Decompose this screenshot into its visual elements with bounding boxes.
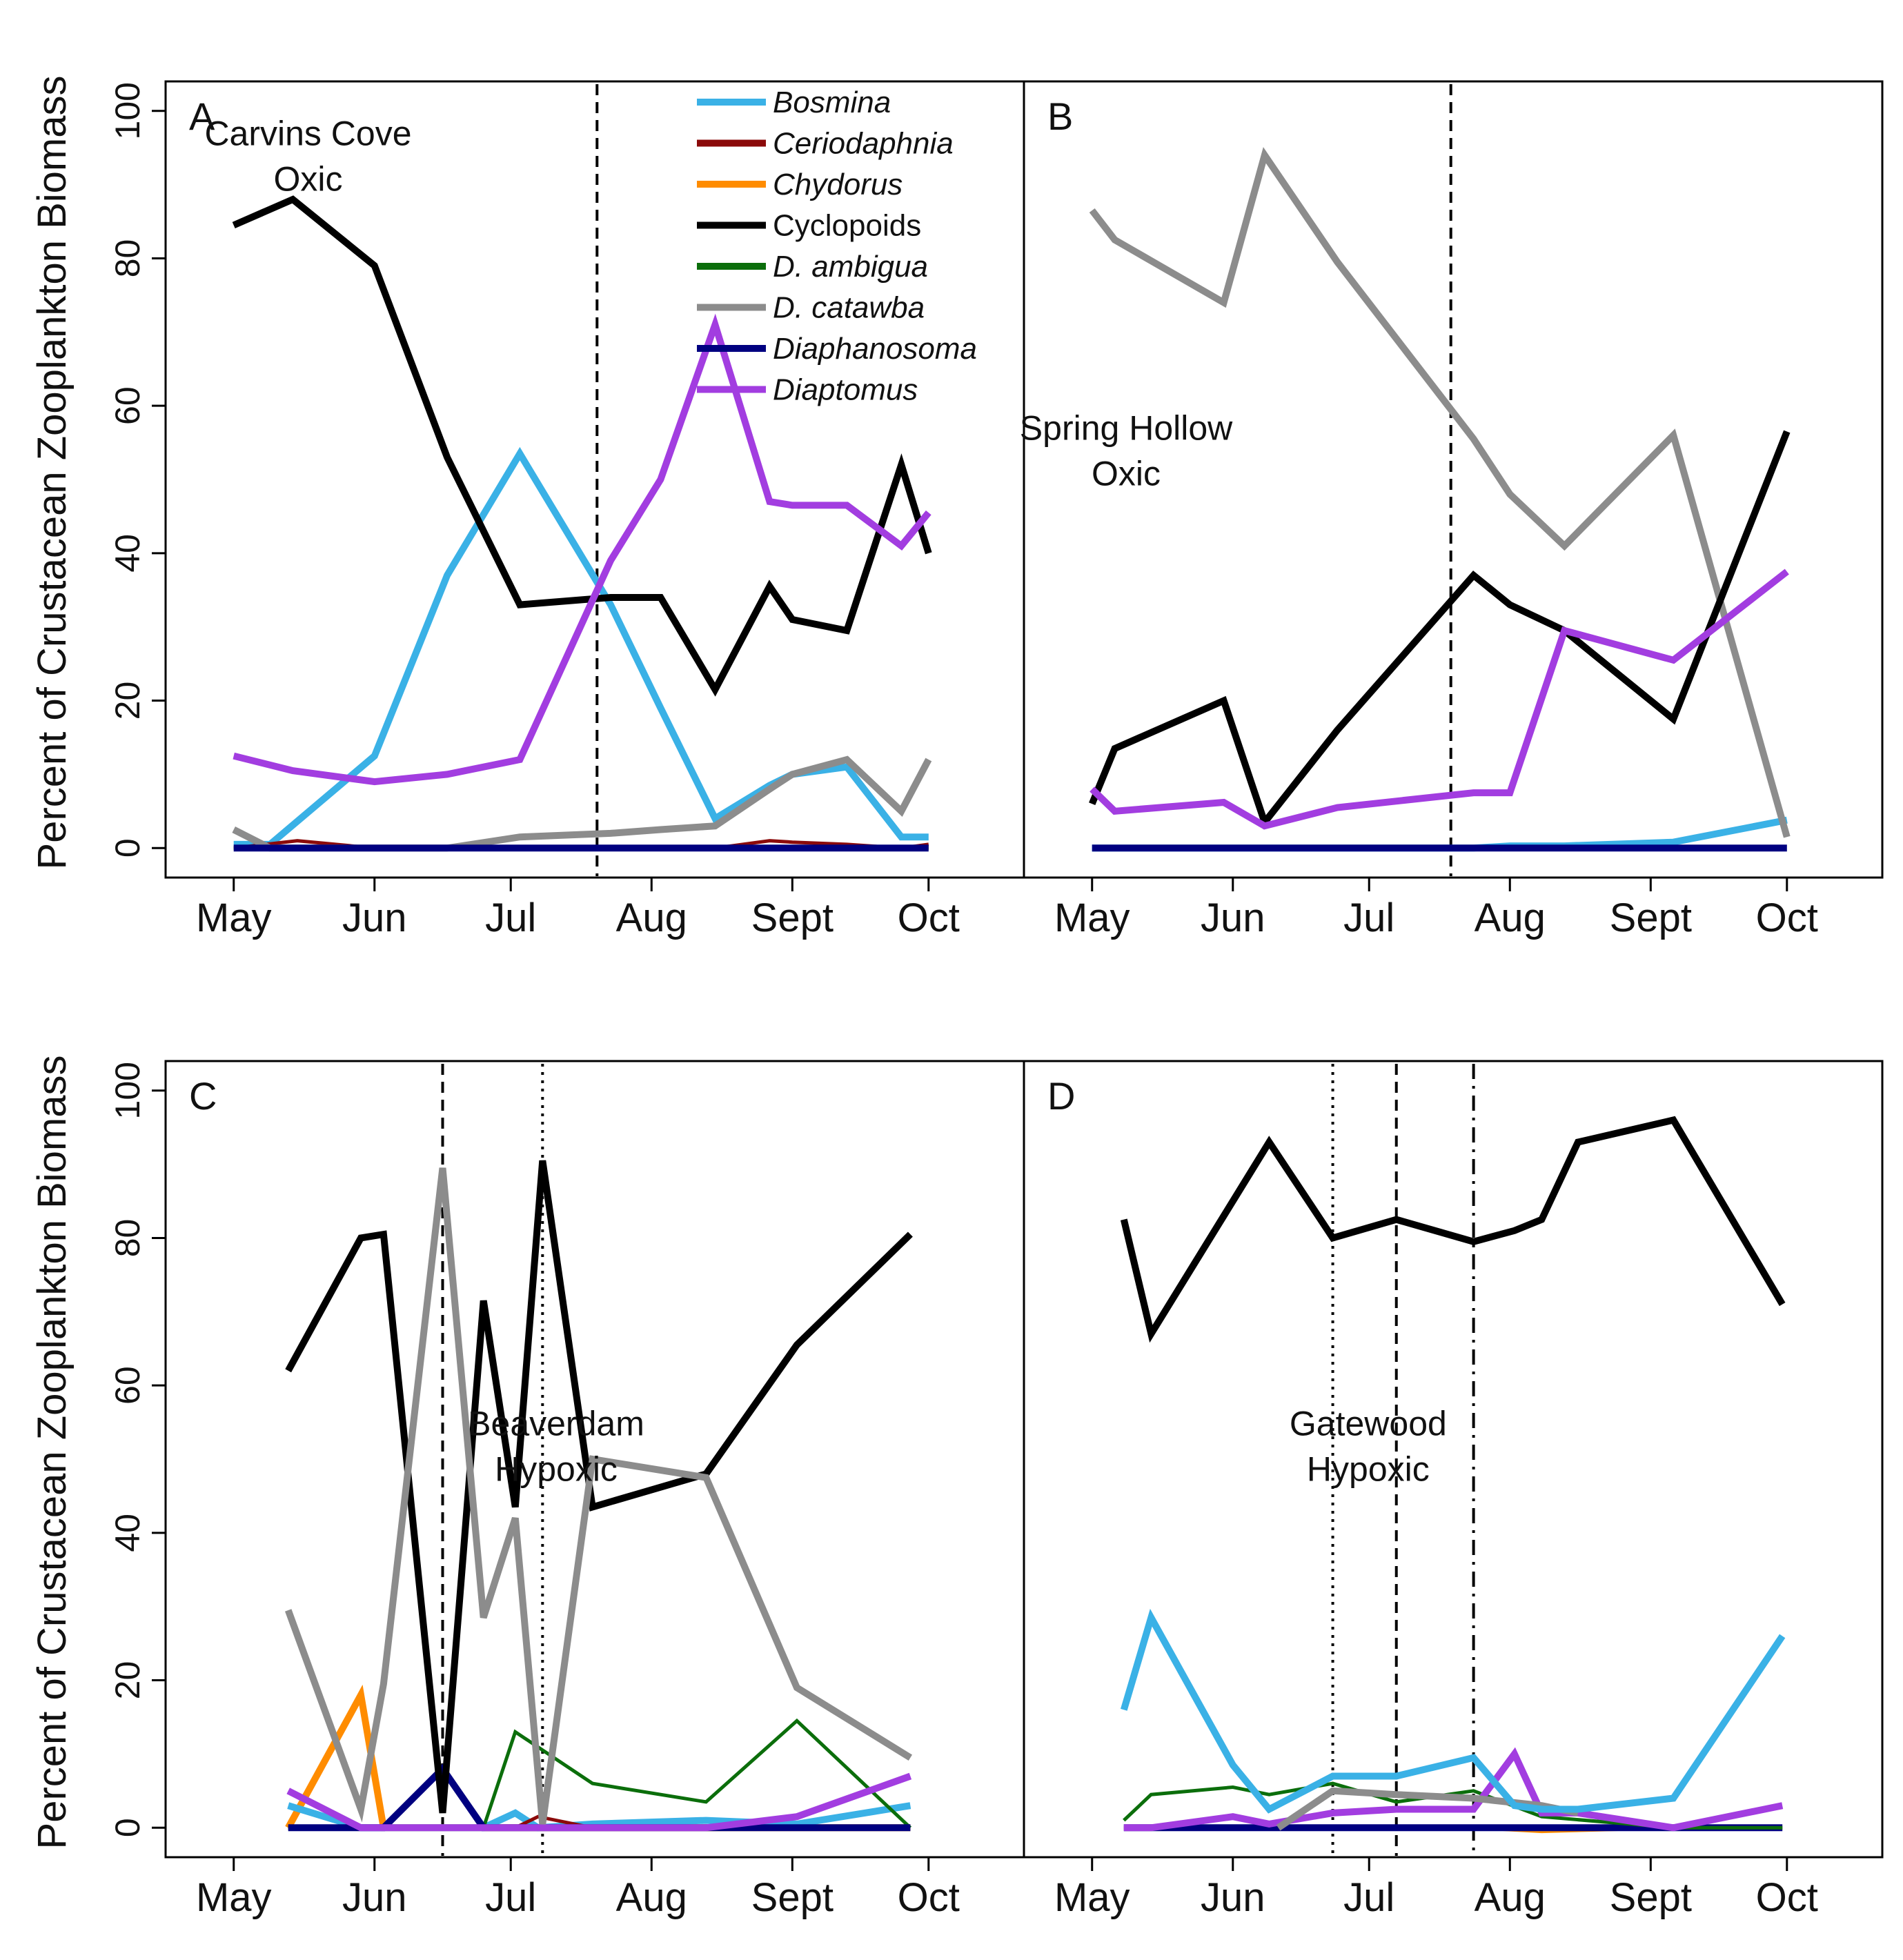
x-tick-label-jun: Jun [342,1875,407,1920]
legend-item-bosmina: Bosmina [697,86,891,119]
x-tick-label-aug: Aug [1475,1875,1546,1920]
legend-label: Ceriodaphnia [773,127,954,161]
legend-item-cyclopoids: Cyclopoids [697,209,921,243]
y-tick-label: 0 [108,838,147,858]
series-line-bosmina [1121,1608,1786,1814]
series-line-d-catawba [285,1167,913,1825]
x-tick-label-may: May [196,895,272,940]
panel-a: May Jun Jul Aug Sept Oct 0 20 40 60 80 100 ACarvins … [108,80,1025,940]
y-tick-label: 40 [108,534,147,573]
panel-annotation-line: Spring Hollow [1020,408,1233,447]
x-tick-label-sept: Sept [751,895,834,940]
legend-label: D. catawba [773,291,925,325]
y-tick-label: 0 [108,1818,147,1837]
series-line-cyclopoids [1120,1116,1786,1343]
legend-label: Cyclopoids [773,209,921,243]
x-tick-label-jul: Jul [485,1875,536,1920]
y-tick-label: 60 [108,1366,147,1405]
x-tick-label-oct: Oct [898,1875,960,1920]
x-tick-label-sept: Sept [1610,1875,1692,1920]
panel-letter: C [189,1074,217,1118]
x-tick-label-oct: Oct [1756,895,1818,940]
panel-annotation-line: Oxic [274,159,343,198]
series-line-diaptomus [1123,1747,1784,1832]
series-line-diaptomus [1089,568,1789,830]
legend-item-diaptomus: Diaptomus [697,373,918,407]
x-tick-label-aug: Aug [616,1875,687,1920]
panel-annotation-line: Hypoxic [1307,1449,1430,1488]
x-tick-label-jul: Jul [1343,895,1394,940]
y-tick-label: 60 [108,386,147,425]
panel-annotation-line: Beaverdam [468,1404,644,1443]
legend-label: Diaptomus [773,373,918,407]
legend-item-diaphanosoma: Diaphanosoma [697,332,977,366]
panel-b: May Jun Jul Aug Sept Oct B Spring Hollow Oxic [1020,80,1884,940]
y-tick-label: 100 [108,1062,147,1119]
x-tick-label-sept: Sept [1610,895,1692,940]
legend-label: Bosmina [773,86,891,119]
legend-item-d-catawba: D. catawba [697,291,925,325]
x-tick-label-jun: Jun [1201,895,1265,940]
y-tick-label: 40 [108,1514,147,1552]
y-tick-label: 100 [108,82,147,139]
panel-frame [1023,80,1884,879]
panel-letter: B [1047,95,1073,138]
panel-frame [1023,1060,1884,1859]
y-tick-label: 20 [108,1661,147,1700]
x-tick-label-aug: Aug [1475,895,1546,940]
series-line-d-catawba [1089,147,1791,838]
panel-annotation-line: Hypoxic [495,1449,618,1488]
panel-letter: A [189,95,215,138]
y-tick-label: 20 [108,682,147,720]
panel-annotation-line: Oxic [1092,454,1161,493]
x-tick-label-may: May [196,1875,272,1920]
y-axis-label-top: Percent of Crustacean Zooplankton Biomas… [30,76,75,870]
legend-label: Chydorus [773,168,903,201]
panel-d: May Jun Jul Aug Sept Oct D Gatewood Hypoxic [1023,1060,1884,1920]
legend-label: D. ambigua [773,250,928,284]
series-line-diaptomus [233,313,931,786]
panel-annotation-line: Gatewood [1290,1404,1447,1443]
x-tick-label-sept: Sept [751,1875,834,1920]
series-line-bosmina [233,446,929,848]
series-line-cyclopoids [1089,430,1791,830]
y-tick-label: 80 [108,239,147,278]
x-tick-label-may: May [1054,1875,1130,1920]
x-tick-label-jul: Jul [1343,1875,1394,1920]
y-tick-label: 80 [108,1219,147,1258]
y-axis-label-bottom: Percent of Crustacean Zooplankton Biomas… [30,1056,75,1850]
x-tick-label-oct: Oct [1756,1875,1818,1920]
legend-item-ceriodaphnia: Ceriodaphnia [697,127,954,161]
legend-item-chydorus: Chydorus [697,168,903,201]
panel-annotation-line: Carvins Cove [204,114,411,152]
panel-letter: D [1047,1074,1075,1118]
legend-label: Diaphanosoma [773,332,977,366]
x-tick-label-aug: Aug [616,895,687,940]
series-line-cyclopoids [232,195,932,697]
series-line-cyclopoids [285,1160,913,1814]
panel-c: May Jun Jul Aug Sept Oct 0 20 40 60 80 100 C Beaverda… [108,1060,1025,1920]
x-tick-label-jul: Jul [485,895,536,940]
series-line-diaptomus [286,1772,912,1832]
x-tick-label-oct: Oct [898,895,960,940]
x-tick-label-jun: Jun [1201,1875,1265,1920]
legend: Bosmina Ceriodaphnia Chydorus Cyclopoids D. … [697,86,977,407]
x-tick-label-may: May [1054,895,1130,940]
x-tick-label-jun: Jun [342,895,407,940]
legend-item-d-ambigua: D. ambigua [697,250,928,284]
